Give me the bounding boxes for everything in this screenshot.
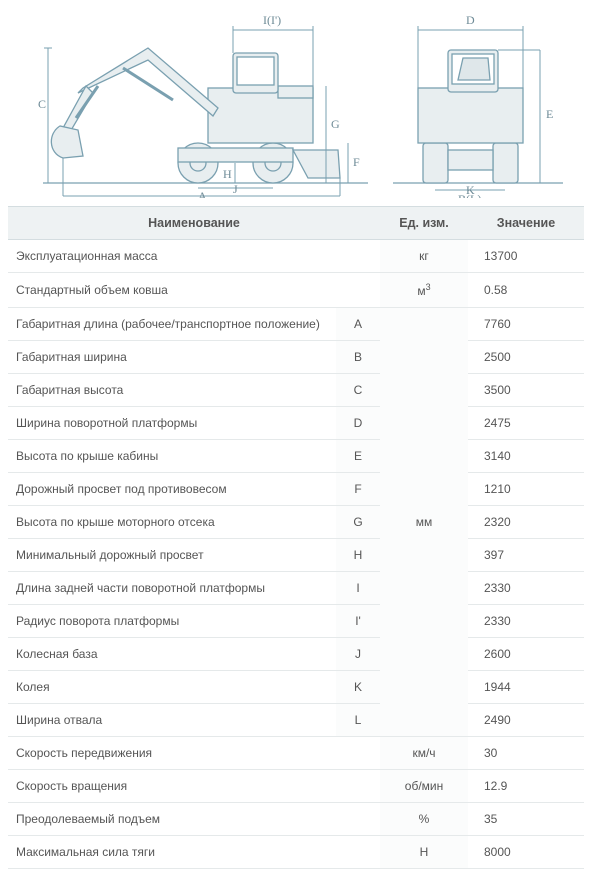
spec-name: Ширина отвала bbox=[8, 704, 336, 737]
spec-value: 1210 bbox=[468, 473, 584, 506]
table-row: Ширина поворотной платформыD 2475 bbox=[8, 407, 584, 440]
spec-name: Колесная база bbox=[8, 638, 336, 671]
spec-value: 13700 bbox=[468, 240, 584, 273]
spec-value: 30 bbox=[468, 737, 584, 770]
spec-value: 12.9 bbox=[468, 770, 584, 803]
spec-value: 2500 bbox=[468, 341, 584, 374]
col-header-name: Наименование bbox=[8, 207, 380, 240]
spec-value: 1944 bbox=[468, 671, 584, 704]
spec-value: 8000 bbox=[468, 836, 584, 869]
spec-letter: F bbox=[336, 473, 380, 506]
table-row: Габаритная длина (рабочее/транспортное п… bbox=[8, 308, 584, 341]
table-row: Стандартный объем ковшам30.58 bbox=[8, 273, 584, 308]
dim-label-bl: B(L) bbox=[458, 192, 481, 198]
table-row: Длина задней части поворотной платформыI… bbox=[8, 572, 584, 605]
spec-unit: Н bbox=[380, 836, 468, 869]
spec-value: 397 bbox=[468, 539, 584, 572]
table-row: КолеяK 1944 bbox=[8, 671, 584, 704]
spec-value: 3500 bbox=[468, 374, 584, 407]
spec-value: 0.58 bbox=[468, 273, 584, 308]
spec-letter: A bbox=[336, 308, 380, 341]
spec-value: 3140 bbox=[468, 440, 584, 473]
spec-letter: K bbox=[336, 671, 380, 704]
spec-letter: I bbox=[336, 572, 380, 605]
spec-name: Минимальный дорожный просвет bbox=[8, 539, 336, 572]
spec-unit: мм bbox=[380, 308, 468, 737]
spec-value: 2330 bbox=[468, 605, 584, 638]
spec-letter: G bbox=[336, 506, 380, 539]
spec-letter: E bbox=[336, 440, 380, 473]
spec-name: Колея bbox=[8, 671, 336, 704]
spec-value: 7760 bbox=[468, 308, 584, 341]
spec-value: 2475 bbox=[468, 407, 584, 440]
spec-name: Скорость вращения bbox=[8, 770, 380, 803]
dim-label-d: D bbox=[466, 13, 475, 27]
spec-unit: км/ч bbox=[380, 737, 468, 770]
col-header-unit: Ед. изм. bbox=[380, 207, 468, 240]
technical-diagram: C I(I') G F H J A bbox=[8, 8, 584, 198]
spec-letter: C bbox=[336, 374, 380, 407]
dim-label-c: C bbox=[38, 97, 46, 111]
spec-unit: м3 bbox=[380, 273, 468, 308]
spec-name: Габаритная длина (рабочее/транспортное п… bbox=[8, 308, 336, 341]
spec-name: Габаритная ширина bbox=[8, 341, 336, 374]
side-view-drawing: C I(I') G F H J A bbox=[8, 8, 378, 198]
spec-name: Габаритная высота bbox=[8, 374, 336, 407]
spec-letter: D bbox=[336, 407, 380, 440]
table-row: Габаритная ширинаB 2500 bbox=[8, 341, 584, 374]
spec-letter: H bbox=[336, 539, 380, 572]
table-row: Преодолеваемый подъем%35 bbox=[8, 803, 584, 836]
dim-label-h: H bbox=[223, 167, 232, 181]
spec-name: Ширина поворотной платформы bbox=[8, 407, 336, 440]
spec-value: 2490 bbox=[468, 704, 584, 737]
spec-name: Стандартный объем ковша bbox=[8, 273, 380, 308]
dim-label-a: A bbox=[198, 189, 207, 198]
spec-value: 35 bbox=[468, 803, 584, 836]
spec-letter: J bbox=[336, 638, 380, 671]
spec-name: Высота по крыше моторного отсека bbox=[8, 506, 336, 539]
col-header-value: Значение bbox=[468, 207, 584, 240]
spec-unit: кг bbox=[380, 240, 468, 273]
dim-label-i: I(I') bbox=[263, 13, 281, 27]
table-row: Габаритная высотаC 3500 bbox=[8, 374, 584, 407]
spec-value: 2600 bbox=[468, 638, 584, 671]
spec-value: 2330 bbox=[468, 572, 584, 605]
table-row: Эксплуатационная массакг13700 bbox=[8, 240, 584, 273]
spec-name: Высота по крыше кабины bbox=[8, 440, 336, 473]
table-row: Высота по крыше моторного отсекаG 2320 bbox=[8, 506, 584, 539]
dim-label-g: G bbox=[331, 117, 340, 131]
table-row: Радиус поворота платформыI' 2330 bbox=[8, 605, 584, 638]
spec-letter: I' bbox=[336, 605, 380, 638]
spec-letter: L bbox=[336, 704, 380, 737]
spec-name: Длина задней части поворотной платформы bbox=[8, 572, 336, 605]
spec-unit: об/мин bbox=[380, 770, 468, 803]
spec-name: Эксплуатационная масса bbox=[8, 240, 380, 273]
spec-name: Дорожный просвет под противовесом bbox=[8, 473, 336, 506]
dim-label-f: F bbox=[353, 155, 360, 169]
table-row: Скорость передвижениякм/ч30 bbox=[8, 737, 584, 770]
table-row: Высота по крыше кабиныE 3140 bbox=[8, 440, 584, 473]
spec-value: 2320 bbox=[468, 506, 584, 539]
table-row: Минимальный дорожный просветH 397 bbox=[8, 539, 584, 572]
table-row: Скорость вращенияоб/мин12.9 bbox=[8, 770, 584, 803]
spec-unit: % bbox=[380, 803, 468, 836]
header-row: Наименование Ед. изм. Значение bbox=[8, 207, 584, 240]
spec-table: Наименование Ед. изм. Значение Эксплуата… bbox=[8, 206, 584, 869]
spec-name: Скорость передвижения bbox=[8, 737, 380, 770]
front-view-drawing: D E K B(L) bbox=[388, 8, 573, 198]
spec-letter: B bbox=[336, 341, 380, 374]
table-row: Колесная базаJ 2600 bbox=[8, 638, 584, 671]
table-row: Максимальная сила тягиН8000 bbox=[8, 836, 584, 869]
dim-label-j: J bbox=[233, 182, 238, 196]
table-row: Дорожный просвет под противовесомF 1210 bbox=[8, 473, 584, 506]
spec-name: Радиус поворота платформы bbox=[8, 605, 336, 638]
dim-label-e: E bbox=[546, 107, 553, 121]
spec-name: Максимальная сила тяги bbox=[8, 836, 380, 869]
spec-name: Преодолеваемый подъем bbox=[8, 803, 380, 836]
table-row: Ширина отвалаL 2490 bbox=[8, 704, 584, 737]
